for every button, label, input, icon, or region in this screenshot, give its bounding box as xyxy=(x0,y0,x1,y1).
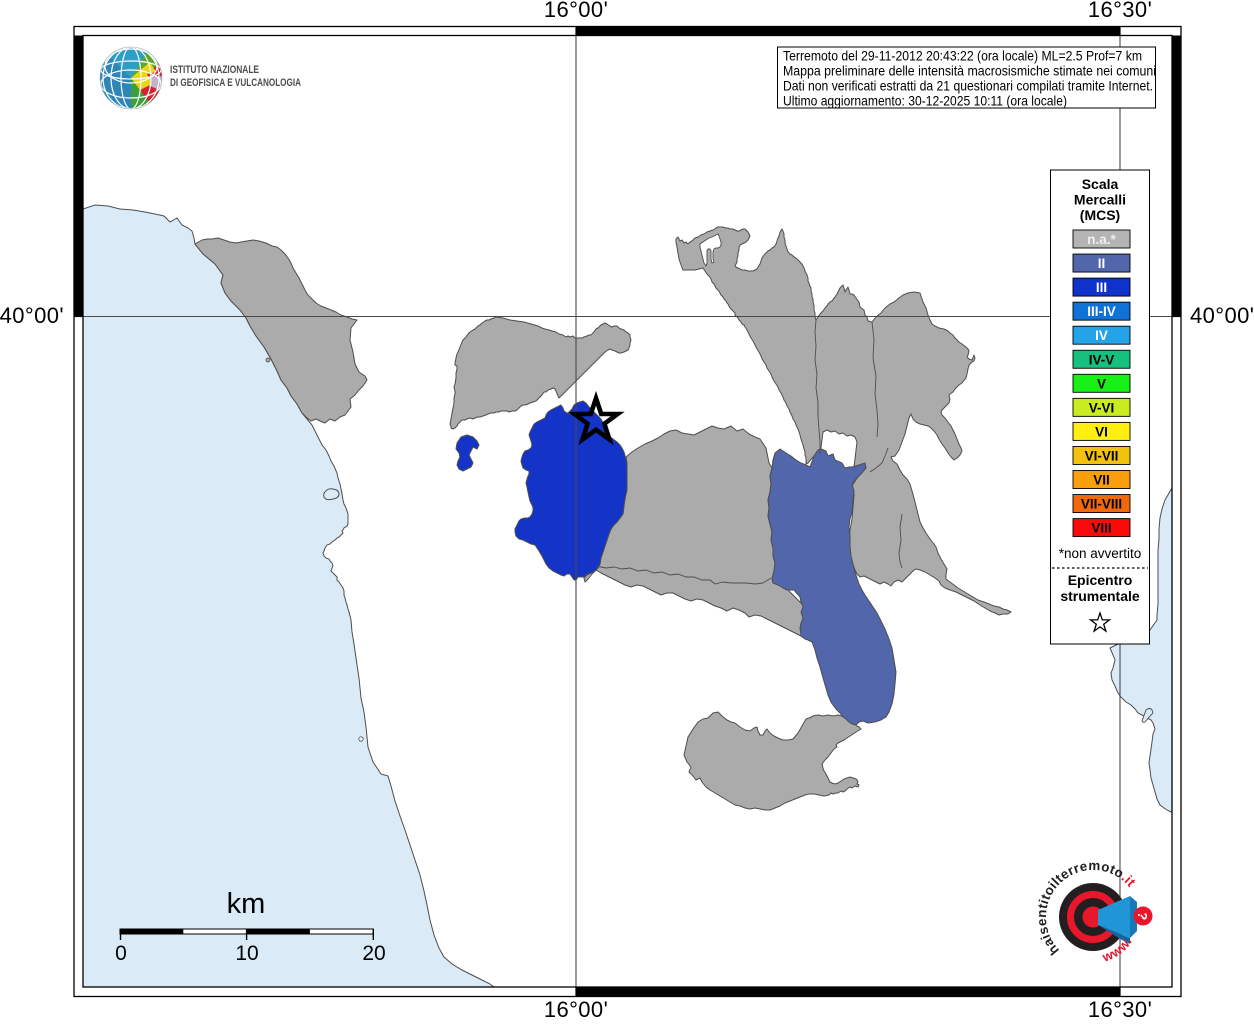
svg-text:Dati non verificati estratti d: Dati non verificati estratti da 21 quest… xyxy=(783,79,1153,94)
svg-text:VIII: VIII xyxy=(1091,521,1111,536)
svg-text:VII: VII xyxy=(1093,473,1110,488)
svg-text:V-VI: V-VI xyxy=(1089,400,1115,415)
svg-text:km: km xyxy=(227,888,266,920)
svg-text:IV-V: IV-V xyxy=(1089,352,1115,367)
svg-text:*non avvertito: *non avvertito xyxy=(1059,546,1142,561)
svg-text:20: 20 xyxy=(362,942,385,965)
svg-text:10: 10 xyxy=(235,942,258,965)
svg-text:ISTITUTO NAZIONALE: ISTITUTO NAZIONALE xyxy=(170,64,259,76)
svg-text:VII-VIII: VII-VIII xyxy=(1081,497,1122,512)
svg-text:DI GEOFISICA E VULCANOLOGIA: DI GEOFISICA E VULCANOLOGIA xyxy=(170,77,301,89)
svg-text:16°00': 16°00' xyxy=(544,997,608,1022)
svg-text:n.a.*: n.a.* xyxy=(1087,232,1116,247)
svg-text:Mappa preliminare delle intens: Mappa preliminare delle intensità macros… xyxy=(783,64,1156,79)
svg-text:16°30': 16°30' xyxy=(1088,0,1152,22)
svg-text:VI: VI xyxy=(1095,424,1108,439)
svg-text:V: V xyxy=(1097,376,1106,391)
svg-text:40°00': 40°00' xyxy=(1190,303,1254,328)
svg-text:Terremoto del 29-11-2012 20:43: Terremoto del 29-11-2012 20:43:22 (ora l… xyxy=(783,49,1142,64)
svg-text:Mercalli: Mercalli xyxy=(1074,192,1126,208)
svg-text:Scala: Scala xyxy=(1082,176,1119,192)
svg-text:III: III xyxy=(1096,280,1107,295)
svg-text:Epicentro: Epicentro xyxy=(1068,572,1133,588)
svg-text:(MCS): (MCS) xyxy=(1080,207,1120,223)
svg-text:IV: IV xyxy=(1095,328,1108,343)
svg-text:Ultimo aggiornamento: 30-12-20: Ultimo aggiornamento: 30-12-2025 10:11 (… xyxy=(783,94,1067,109)
svg-text:40°00': 40°00' xyxy=(0,303,64,328)
svg-text:III-IV: III-IV xyxy=(1087,304,1116,319)
svg-text:16°30': 16°30' xyxy=(1088,997,1152,1022)
svg-text:16°00': 16°00' xyxy=(544,0,608,22)
svg-text:II: II xyxy=(1098,256,1106,271)
svg-text:VI-VII: VI-VII xyxy=(1085,448,1119,463)
svg-text:?: ? xyxy=(1134,911,1150,921)
svg-text:strumentale: strumentale xyxy=(1060,588,1140,604)
svg-text:0: 0 xyxy=(115,942,127,965)
